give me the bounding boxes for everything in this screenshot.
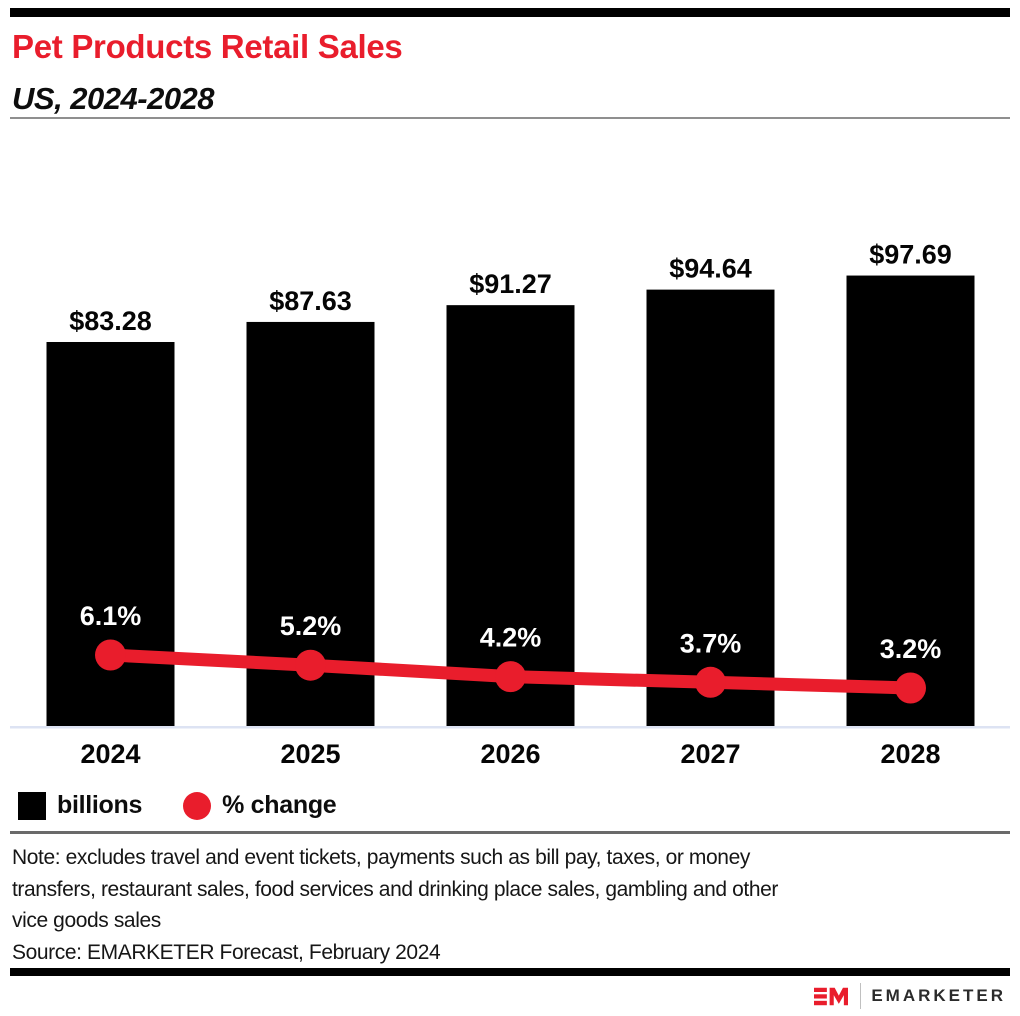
legend-item-billions: billions — [18, 791, 142, 820]
bar-2027 — [646, 289, 775, 726]
bar-value-label-2025: $87.63 — [269, 286, 352, 316]
bar-value-label-2028: $97.69 — [869, 240, 952, 270]
x-tick-2024: 2024 — [80, 739, 140, 769]
bar-2028 — [846, 275, 975, 726]
chart-notes: Note: excludes travel and event tickets,… — [12, 842, 1002, 968]
x-tick-2026: 2026 — [480, 739, 540, 769]
x-axis-line — [10, 726, 1010, 729]
legend-label-billions: billions — [57, 791, 143, 819]
billions-swatch-icon — [18, 791, 46, 820]
pct-change-swatch-icon — [183, 791, 212, 820]
chart-title: Pet Products Retail Sales — [12, 28, 403, 65]
note-line: Note: excludes travel and event tickets,… — [12, 846, 750, 869]
note-line: transfers, restaurant sales, food servic… — [12, 877, 778, 901]
x-tick-2028: 2028 — [880, 739, 940, 769]
pct-label-2026: 4.2% — [480, 623, 542, 653]
note-line: vice goods sales — [12, 909, 161, 932]
bar-2026 — [446, 305, 575, 726]
bottom-accent-bar — [10, 968, 1010, 976]
pct-label-2024: 6.1% — [80, 601, 142, 631]
logo-divider — [860, 983, 862, 1009]
x-tick-2027: 2027 — [680, 739, 740, 769]
bar-value-label-2027: $94.64 — [669, 254, 752, 284]
legend-label-pct-change: % change — [222, 791, 337, 819]
pct-label-2027: 3.7% — [680, 628, 742, 658]
logo-wordmark: EMARKETER — [871, 986, 1006, 1005]
legend-item-pct-change: % change — [183, 791, 337, 820]
x-tick-2025: 2025 — [280, 739, 340, 769]
bar-value-label-2026: $91.27 — [469, 269, 552, 299]
chart-subtitle: US, 2024-2028 — [12, 81, 215, 116]
line-point-2027 — [695, 666, 726, 698]
line-point-2025 — [295, 649, 326, 681]
bar-value-label-2024: $83.28 — [69, 306, 152, 336]
chart-legend: billions % change — [18, 791, 337, 820]
emarketer-logo: EMARKETER — [814, 983, 1006, 1009]
line-point-2026 — [495, 661, 526, 693]
pct-label-2028: 3.2% — [880, 634, 942, 664]
line-point-2024 — [95, 639, 126, 671]
line-point-2028 — [895, 672, 926, 704]
em-logo-icon — [814, 987, 849, 1005]
source-line: Source: EMARKETER Forecast, February 202… — [12, 940, 441, 964]
top-accent-bar — [10, 8, 1010, 17]
legend-divider — [10, 831, 1010, 834]
pct-label-2025: 5.2% — [280, 611, 342, 641]
title-divider — [10, 117, 1010, 119]
